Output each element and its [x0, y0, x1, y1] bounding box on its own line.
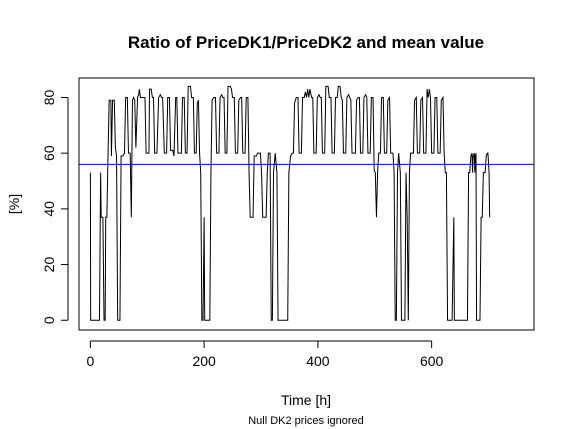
y-tick-label: 80: [41, 89, 57, 105]
y-tick-label: 40: [41, 201, 57, 217]
chart-title: Ratio of PriceDK1/PriceDK2 and mean valu…: [128, 33, 484, 52]
plot-frame: [78, 77, 535, 331]
y-tick-label: 20: [41, 257, 57, 273]
ratio-series-line: [89, 85, 491, 321]
x-tick-label: 600: [420, 353, 444, 369]
x-axis: 0 200 400 600: [86, 340, 444, 369]
y-tick-label: 60: [41, 145, 57, 161]
y-axis-label: [%]: [6, 194, 22, 214]
x-tick-label: 0: [86, 353, 94, 369]
y-tick-label: 0: [41, 316, 57, 324]
x-tick-label: 200: [192, 353, 216, 369]
series-layer: [89, 85, 491, 321]
x-tick-label: 400: [306, 353, 330, 369]
chart-subtitle: Null DK2 prices ignored: [248, 415, 364, 427]
x-axis-label: Time [h]: [281, 392, 331, 408]
y-axis: 0 20 40 60 80: [41, 89, 69, 324]
